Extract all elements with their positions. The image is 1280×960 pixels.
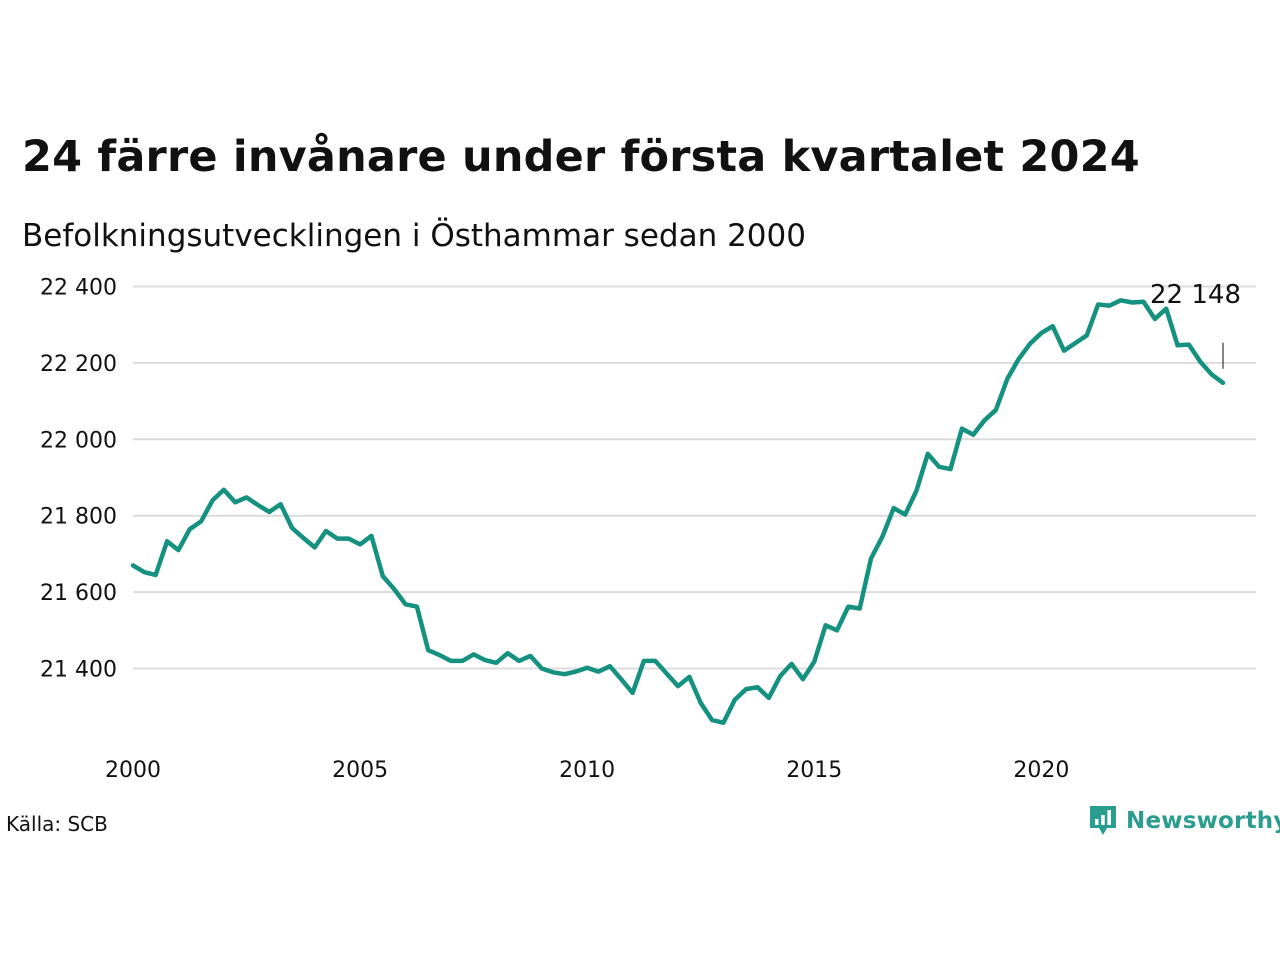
y-axis-ticks: 21 400 21 600 21 800 22 000 22 200 22 400	[40, 276, 117, 683]
brand-name: Newsworthy	[1126, 808, 1280, 834]
y-tick-label: 21 800	[40, 505, 117, 530]
x-tick-label: 2020	[1013, 758, 1069, 783]
newsworthy-logo-icon	[1090, 806, 1116, 835]
y-tick-label: 21 400	[40, 658, 117, 683]
series-line	[130, 298, 1226, 725]
chart-title: 24 färre invånare under första kvartalet…	[22, 132, 1140, 182]
y-tick-label: 22 000	[40, 428, 117, 453]
source-note: Källa: SCB	[6, 812, 108, 836]
x-axis-ticks: 2000 2005 2010 2015 2020	[105, 758, 1069, 783]
last-value-label: 22 148	[1150, 280, 1241, 310]
x-tick-label: 2015	[786, 758, 842, 783]
y-tick-label: 21 600	[40, 581, 117, 606]
series-layer	[130, 298, 1226, 725]
x-tick-label: 2000	[105, 758, 161, 783]
annotation-layer: 22 148	[1150, 280, 1241, 369]
x-tick-label: 2005	[332, 758, 388, 783]
brand-logo: Newsworthy	[1088, 804, 1280, 838]
gridlines	[133, 285, 1256, 670]
y-tick-label: 22 200	[40, 352, 117, 377]
y-tick-label: 22 400	[40, 276, 117, 301]
chart-subtitle: Befolkningsutvecklingen i Östhammar seda…	[22, 218, 806, 254]
x-tick-label: 2010	[559, 758, 615, 783]
